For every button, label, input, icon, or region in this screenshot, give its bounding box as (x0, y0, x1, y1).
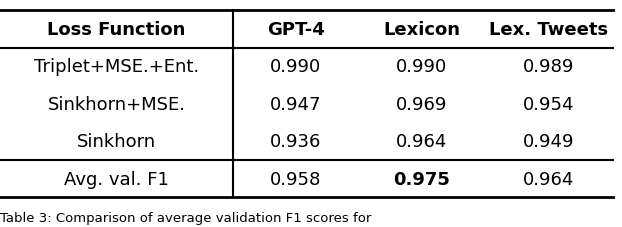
Text: Triplet+MSE.+Ent.: Triplet+MSE.+Ent. (34, 58, 199, 76)
Text: 0.990: 0.990 (270, 58, 322, 76)
Text: 0.964: 0.964 (396, 133, 447, 151)
Text: 0.969: 0.969 (396, 96, 447, 113)
Text: Loss Function: Loss Function (47, 21, 186, 39)
Text: 0.936: 0.936 (270, 133, 322, 151)
Text: Lex. Tweets: Lex. Tweets (489, 21, 608, 39)
Text: 0.964: 0.964 (523, 170, 574, 188)
Text: GPT-4: GPT-4 (267, 21, 325, 39)
Text: Sinkhorn+MSE.: Sinkhorn+MSE. (47, 96, 185, 113)
Text: 0.989: 0.989 (523, 58, 574, 76)
Text: Avg. val. F1: Avg. val. F1 (64, 170, 169, 188)
Text: 0.975: 0.975 (393, 170, 450, 188)
Text: Lexicon: Lexicon (383, 21, 460, 39)
Text: 0.947: 0.947 (270, 96, 322, 113)
Text: 0.949: 0.949 (523, 133, 575, 151)
Text: 0.958: 0.958 (270, 170, 322, 188)
Text: Table 3: Comparison of average validation F1 scores for: Table 3: Comparison of average validatio… (0, 211, 371, 225)
Text: 0.954: 0.954 (523, 96, 575, 113)
Text: 0.990: 0.990 (396, 58, 447, 76)
Text: Sinkhorn: Sinkhorn (77, 133, 156, 151)
